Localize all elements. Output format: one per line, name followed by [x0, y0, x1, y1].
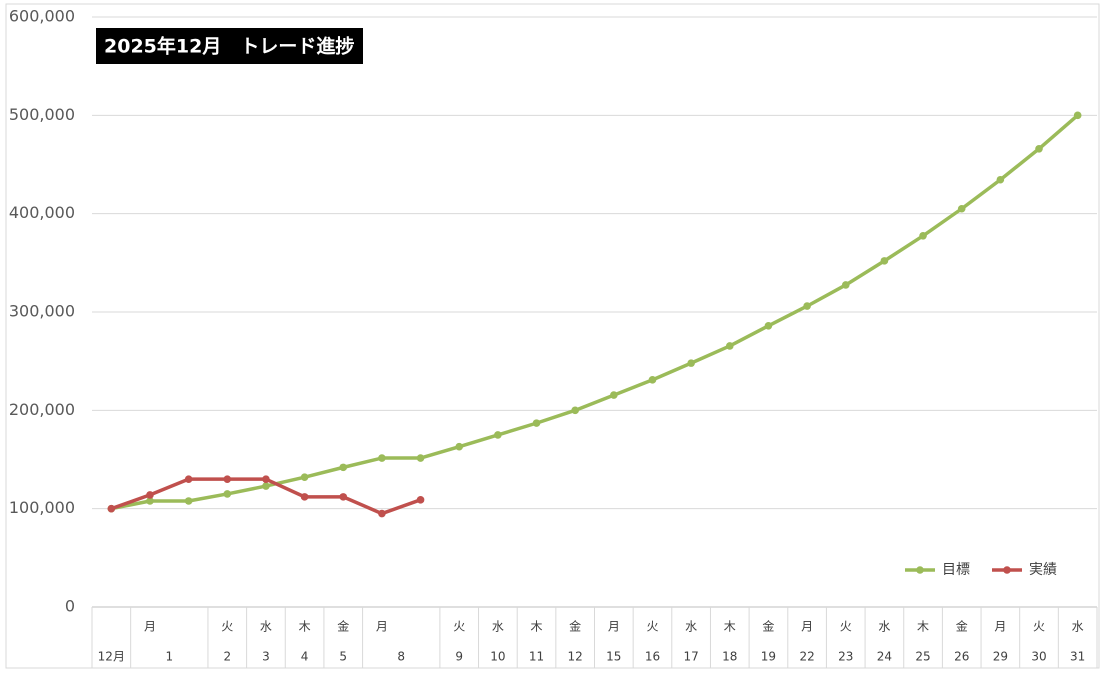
x-tick-label: 月 [144, 620, 156, 634]
point [378, 509, 386, 518]
x-group-label: 5 [339, 650, 347, 664]
x-tick-label: 金 [337, 619, 349, 634]
point [532, 419, 541, 427]
x-tick-label: 火 [1033, 620, 1045, 634]
point [725, 342, 734, 350]
x-group-label: 23 [838, 650, 853, 664]
x-tick-label: 月 [376, 620, 388, 634]
point [455, 442, 464, 451]
x-group-label: 25 [915, 650, 930, 664]
x-group-label: 24 [877, 650, 892, 664]
x-tick-label: 火 [840, 620, 852, 634]
point [880, 257, 889, 265]
point [223, 475, 232, 483]
x-group-label: 29 [993, 650, 1008, 664]
point [841, 281, 850, 289]
x-tick-label: 金 [956, 619, 968, 634]
x-tick-label: 水 [260, 620, 272, 634]
point [107, 504, 116, 513]
point [300, 493, 309, 501]
point [146, 497, 154, 505]
x-tick-label: 水 [685, 620, 697, 634]
y-tick-label: 500,000 [9, 105, 75, 124]
x-tick-label: 金 [762, 619, 774, 634]
point [1073, 111, 1082, 120]
x-tick-label: 木 [917, 620, 929, 634]
x-group-label: 8 [397, 650, 405, 664]
x-group-label: 31 [1070, 650, 1085, 664]
x-group-label: 26 [954, 650, 969, 664]
x-tick-label: 木 [724, 620, 736, 634]
chart-title: 2025年12月 トレード進捗 [104, 35, 354, 58]
point [339, 493, 348, 501]
x-tick-label: 水 [1072, 620, 1084, 634]
x-group-label: 16 [645, 650, 660, 664]
x-tick-label: 月 [994, 620, 1006, 634]
point [416, 454, 425, 462]
x-group-label: 4 [301, 650, 309, 664]
legend-label: 実績 [1029, 562, 1057, 578]
x-group-label: 19 [761, 650, 776, 664]
point [184, 497, 193, 505]
point [571, 406, 579, 415]
x-tick-label: 水 [878, 620, 890, 634]
point [803, 302, 811, 310]
point [610, 391, 618, 399]
x-group-label: 15 [606, 650, 621, 664]
point [223, 490, 232, 498]
point [262, 475, 270, 483]
y-tick-label: 200,000 [9, 400, 75, 419]
x-tick-label: 火 [221, 620, 233, 634]
x-group-label: 9 [455, 650, 463, 664]
legend-label: 目標 [942, 562, 970, 578]
point [262, 482, 270, 490]
series-line [110, 114, 1079, 511]
x-tick-label: 金 [569, 619, 581, 634]
x-group-label: 3 [262, 650, 270, 664]
point [648, 376, 657, 384]
point [184, 475, 193, 483]
x-group-label: 30 [1031, 650, 1046, 664]
point [764, 321, 773, 330]
y-tick-label: 100,000 [9, 498, 75, 517]
point [1035, 144, 1043, 153]
point [300, 473, 309, 482]
legend-marker [916, 566, 924, 574]
point [919, 231, 927, 240]
y-tick-label: 300,000 [9, 302, 75, 321]
x-tick-label: 木 [299, 620, 311, 634]
x-group-label: 18 [722, 650, 737, 664]
x-group-label: 22 [799, 650, 814, 664]
point [416, 496, 425, 504]
y-tick-label: 0 [65, 597, 75, 616]
x-group-label: 12 [568, 650, 583, 664]
x-group-label: 2 [223, 650, 231, 664]
point [146, 491, 154, 499]
y-tick-label: 600,000 [9, 7, 75, 26]
x-group-label: 17 [683, 650, 698, 664]
point [378, 454, 386, 462]
y-tick-label: 400,000 [9, 203, 75, 222]
title-box [96, 28, 363, 64]
point [957, 204, 966, 213]
chart-border [5, 3, 1100, 669]
x-group-label: 11 [529, 650, 544, 664]
x-tick-label: 月 [608, 620, 620, 634]
x-tick-label: 火 [646, 620, 658, 634]
x-tick-label: 木 [531, 620, 543, 634]
point [494, 431, 502, 439]
x-group-label: 10 [490, 650, 505, 664]
x-tick-label: 火 [453, 620, 465, 634]
point [339, 463, 348, 472]
x-tick-label: 水 [492, 620, 504, 634]
x-tick-label: 月 [801, 620, 813, 634]
point [687, 359, 695, 367]
legend-marker [1003, 566, 1011, 574]
point [996, 175, 1005, 184]
x-group-label: 12月 [98, 650, 125, 664]
x-group-label: 1 [165, 650, 173, 664]
